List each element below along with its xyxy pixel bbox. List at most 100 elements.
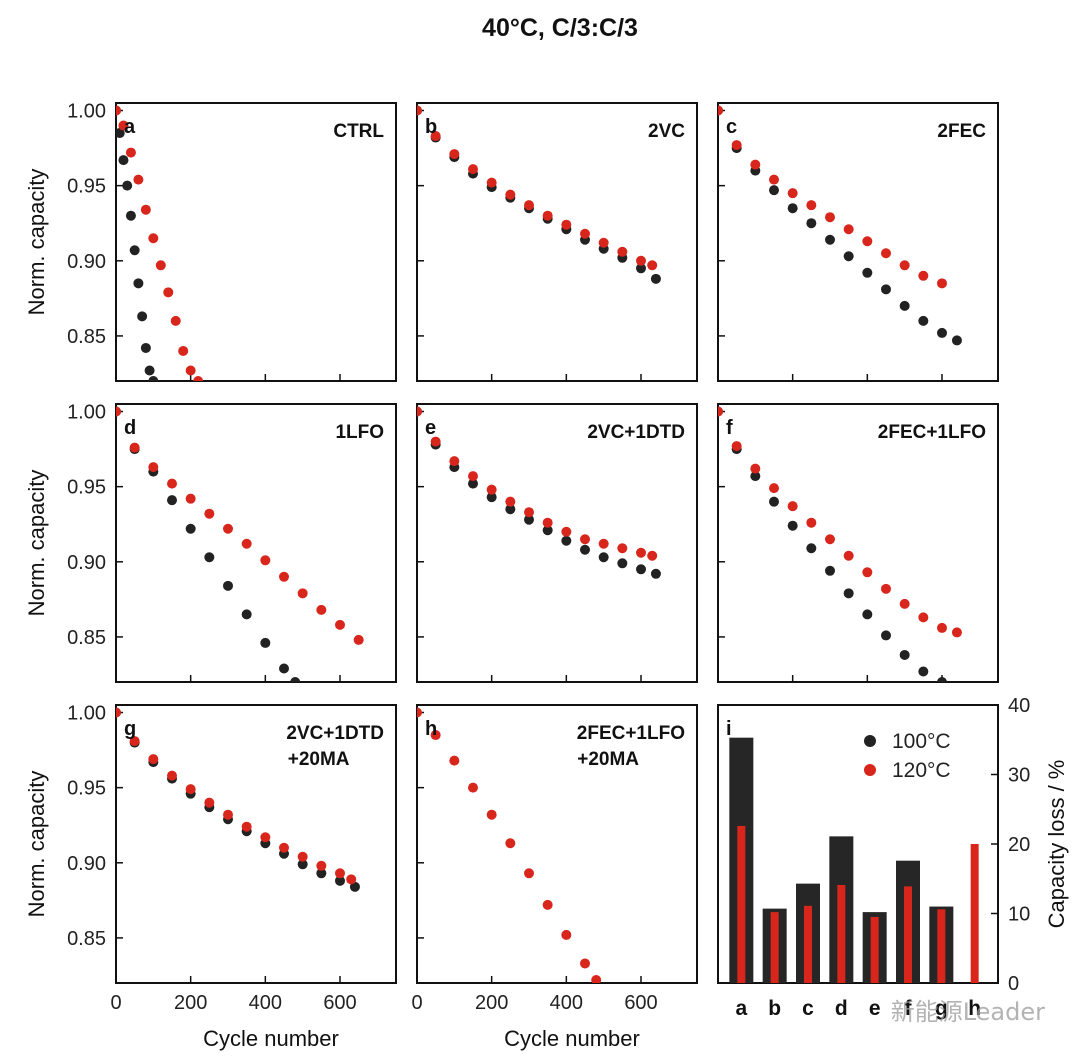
series-100c-point — [486, 492, 497, 503]
series-120c-point — [241, 538, 252, 549]
series-120c-point — [598, 538, 609, 549]
panel-c: c 2FEC — [717, 102, 999, 382]
bar-120c — [737, 825, 746, 983]
series-100c-point — [167, 495, 177, 506]
series-120c-point — [542, 899, 553, 910]
y-tick-label: 1.00 — [67, 101, 106, 123]
series-120c-point — [204, 508, 215, 519]
series-120c-point — [718, 105, 723, 116]
series-100c-point — [505, 504, 516, 515]
series-120c-point — [524, 868, 534, 879]
series-120c-point — [881, 583, 891, 594]
series-120c-point — [204, 797, 215, 808]
series-120c-point — [468, 782, 478, 793]
series-100c-point — [806, 543, 817, 554]
y-tick-label: 20 — [1008, 834, 1030, 856]
series-120c-point — [116, 707, 121, 718]
series-100c-point — [881, 630, 891, 641]
series-120c-point — [580, 228, 590, 239]
x-tick-label: 200 — [174, 992, 207, 1014]
legend-label-100c: 100°C — [892, 730, 951, 753]
bar-120c — [870, 916, 879, 983]
series-120c-point — [241, 821, 252, 832]
series-120c-point — [486, 484, 497, 495]
scatter-points — [417, 105, 661, 284]
series-100c-point — [951, 335, 962, 346]
panel-frame — [717, 403, 999, 683]
panel-h: 0 200 400 600 h 2FEC+1LFO +20MA — [411, 704, 698, 1014]
series-120c-point — [937, 622, 947, 633]
series-100c-point — [260, 637, 271, 648]
series-120c-point — [223, 523, 233, 534]
series-120c-point — [223, 809, 233, 820]
series-100c-point — [769, 496, 779, 507]
series-120c-point — [542, 210, 553, 221]
series-120c-point — [178, 345, 189, 356]
series-100c-point — [650, 273, 661, 284]
series-100c-point — [918, 315, 929, 326]
series-120c-point — [505, 838, 516, 849]
series-120c-point — [561, 526, 572, 537]
x-tick-label: 0 — [411, 992, 422, 1014]
bar-120c — [770, 912, 779, 983]
series-120c-point — [718, 406, 723, 417]
series-120c-point — [185, 493, 196, 504]
series-120c-point — [750, 159, 761, 170]
series-100c-point — [787, 203, 798, 214]
series-100c-point — [118, 155, 129, 166]
series-120c-point — [155, 260, 166, 271]
y-axis-label-row-3: Norm. capacity — [24, 771, 49, 918]
series-120c-point — [163, 287, 174, 298]
panel-f: f 2FEC+1LFO — [717, 403, 999, 683]
series-100c-point — [241, 609, 252, 620]
series-100c-point — [468, 478, 478, 489]
series-120c-point — [129, 442, 140, 453]
series-120c-point — [617, 543, 628, 554]
series-100c-point — [349, 881, 360, 892]
y-tick-label: 1.00 — [67, 402, 106, 424]
series-120c-point — [335, 868, 345, 879]
panel-letter: a — [124, 116, 136, 138]
series-120c-point — [297, 851, 308, 862]
series-120c-point — [167, 478, 177, 489]
series-100c-point — [899, 649, 910, 660]
bar-120c — [904, 886, 912, 983]
watermark: 新能源Leader — [891, 998, 1045, 1026]
category-label: f — [905, 997, 913, 1020]
panel-label: 2FEC — [937, 121, 986, 142]
series-100c-point — [116, 128, 125, 139]
series-120c-point — [524, 200, 534, 211]
series-100c-point — [617, 558, 628, 569]
category-label: a — [735, 997, 747, 1020]
x-axis-label-col-1: Cycle number — [203, 1026, 339, 1051]
series-120c-point — [787, 501, 798, 512]
series-120c-point — [129, 736, 140, 747]
series-100c-point — [148, 376, 159, 381]
x-tick-label: 200 — [475, 992, 508, 1014]
panel-g: 0 200 400 600 0.85 0.90 0.95 1.00 g 2VC+1DTD +20MA — [67, 703, 397, 1014]
category-label: b — [768, 997, 781, 1020]
series-120c-point — [185, 784, 196, 795]
series-100c-point — [806, 218, 817, 229]
legend-label-120c: 120°C — [892, 759, 951, 782]
series-100c-point — [290, 677, 301, 682]
series-120c-point — [335, 619, 345, 630]
series-120c-point — [951, 627, 962, 638]
scatter-points — [116, 707, 360, 892]
series-100c-point — [825, 565, 835, 576]
series-100c-point — [750, 471, 761, 482]
series-100c-point — [636, 263, 646, 274]
y-tick-label: 0.95 — [67, 176, 106, 198]
series-120c-point — [636, 255, 646, 266]
panel-label: 2FEC+1LFO — [577, 723, 685, 744]
x-tick-label: 600 — [624, 992, 657, 1014]
panel-frame — [115, 403, 397, 683]
series-100c-point — [580, 544, 590, 555]
series-120c-point — [185, 365, 196, 376]
series-120c-point — [769, 174, 779, 185]
series-100c-point — [843, 588, 854, 599]
panel-label: 1LFO — [335, 422, 384, 443]
scatter-points — [417, 707, 602, 983]
series-100c-point — [140, 342, 151, 353]
panel-label: CTRL — [333, 121, 384, 142]
